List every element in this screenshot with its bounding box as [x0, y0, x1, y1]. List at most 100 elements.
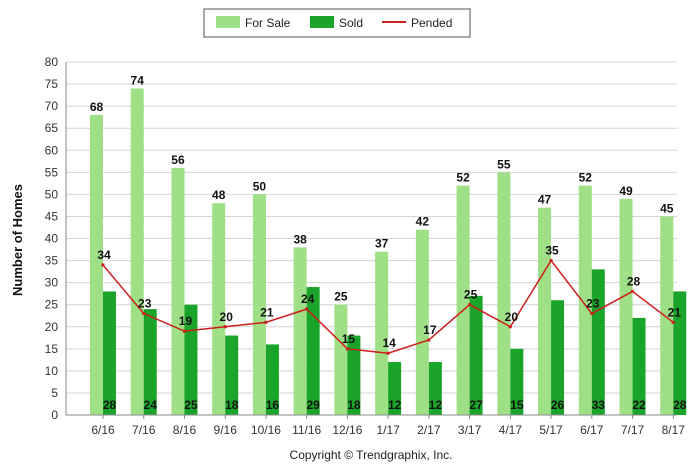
pended-value-label: 24 — [301, 292, 315, 306]
pended-value-label: 23 — [586, 297, 600, 311]
sold-value-label: 28 — [103, 398, 117, 412]
bar-sold — [510, 348, 524, 415]
pended-value-label: 17 — [423, 323, 437, 337]
x-tick-label: 10/16 — [251, 423, 281, 437]
y-tick-label: 20 — [45, 320, 59, 334]
sold-value-label: 18 — [347, 398, 361, 412]
bar-sold — [103, 291, 116, 415]
pended-point — [508, 325, 512, 329]
bars — [90, 88, 687, 415]
bar-for-sale — [171, 167, 185, 415]
pended-value-label: 21 — [260, 305, 274, 319]
bar-sold — [347, 335, 361, 415]
for-sale-value-label: 37 — [375, 237, 389, 251]
y-tick-label: 55 — [45, 165, 59, 179]
for-sale-value-label: 52 — [456, 171, 470, 185]
x-tick-label: 2/17 — [417, 423, 441, 437]
x-tick-label: 11/16 — [292, 423, 321, 437]
x-tick-label: 8/17 — [662, 423, 686, 437]
bar-for-sale — [130, 88, 144, 415]
x-tick-label: 6/17 — [580, 423, 604, 437]
for-sale-value-label: 45 — [660, 201, 674, 215]
legend-swatch-sold — [310, 16, 334, 28]
y-tick-label: 25 — [45, 298, 59, 312]
pended-value-label: 23 — [138, 297, 152, 311]
sold-value-label: 16 — [266, 398, 280, 412]
pended-point — [427, 338, 431, 342]
bar-for-sale — [334, 304, 348, 415]
x-tick-label: 9/16 — [214, 423, 238, 437]
x-tick-label: 5/17 — [539, 423, 563, 437]
x-tick-label: 4/17 — [499, 423, 523, 437]
x-tick-label: 3/17 — [458, 423, 482, 437]
bar-for-sale — [497, 172, 511, 415]
bar-sold — [265, 344, 279, 415]
bar-sold — [428, 362, 442, 415]
legend-box — [203, 8, 471, 38]
pended-value-label: 20 — [505, 310, 519, 324]
pended-point — [142, 312, 146, 316]
x-ticks: 6/16 7/16 8/16 9/16 10/16 11/16 12/16 1/17 2/17 3… — [91, 415, 685, 437]
bar-for-sale — [90, 114, 103, 415]
pended-point — [671, 320, 675, 324]
pended-value-label: 21 — [668, 305, 682, 319]
for-sale-value-label: 25 — [334, 290, 348, 304]
sold-value-label: 27 — [469, 398, 483, 412]
bar-for-sale — [252, 194, 266, 415]
pended-point — [631, 289, 635, 293]
bar-for-sale — [538, 207, 552, 415]
bar-sold — [388, 362, 402, 415]
sold-value-label: 12 — [429, 398, 443, 412]
for-sale-value-label: 55 — [497, 157, 511, 171]
bar-sold — [225, 335, 239, 415]
sold-value-label: 15 — [510, 398, 524, 412]
pended-point — [549, 259, 553, 263]
legend-label-sold: Sold — [339, 16, 363, 30]
pended-point — [223, 325, 227, 329]
for-sale-value-label: 52 — [579, 171, 593, 185]
y-tick-label: 50 — [45, 187, 59, 201]
y-tick-label: 65 — [45, 121, 59, 135]
pended-value-label: 15 — [342, 332, 356, 346]
for-sale-value-label: 74 — [131, 73, 145, 87]
bar-for-sale — [456, 185, 470, 415]
bar-sold — [143, 309, 157, 415]
pended-value-label: 20 — [220, 310, 234, 324]
bar-sold — [591, 269, 605, 415]
pended-point — [182, 329, 186, 333]
bar-sold — [673, 291, 687, 415]
y-tick-label: 35 — [45, 254, 59, 268]
for-sale-value-label: 48 — [212, 188, 226, 202]
sold-value-label: 12 — [388, 398, 402, 412]
bar-for-sale — [293, 247, 307, 415]
pended-value-label: 35 — [545, 244, 559, 258]
x-tick-label: 6/16 — [91, 423, 115, 437]
value-labels: 68 28 74 24 56 25 48 18 50 16 38 29 25 18 37 12 42 12 52 27… — [90, 73, 687, 412]
y-tick-label: 75 — [45, 77, 59, 91]
legend: For Sale Sold Pended — [203, 8, 471, 38]
x-tick-label: 7/16 — [132, 423, 156, 437]
pended-line — [101, 259, 675, 355]
pended-point — [264, 320, 268, 324]
y-tick-label: 45 — [45, 209, 59, 223]
sold-value-label: 22 — [632, 398, 646, 412]
y-tick-label: 40 — [45, 232, 59, 246]
bar-for-sale — [578, 185, 592, 415]
pended-point — [590, 312, 594, 316]
bar-sold — [184, 304, 198, 415]
bar-sold — [469, 295, 483, 415]
bar-for-sale — [212, 203, 226, 415]
y-tick-label: 10 — [45, 364, 59, 378]
y-tick-label: 5 — [51, 386, 58, 400]
for-sale-value-label: 56 — [171, 153, 185, 167]
bar-for-sale — [415, 229, 429, 415]
sold-value-label: 29 — [306, 398, 320, 412]
y-ticks: 0 5 10 15 20 25 30 35 40 45 50 55 60 65 70 75 80 — [45, 55, 59, 422]
pended-value-label: 25 — [464, 288, 478, 302]
pended-point — [386, 351, 390, 355]
sold-value-label: 24 — [144, 398, 158, 412]
axes — [65, 62, 677, 416]
y-tick-label: 0 — [51, 408, 58, 422]
legend-label-pended: Pended — [411, 16, 452, 30]
